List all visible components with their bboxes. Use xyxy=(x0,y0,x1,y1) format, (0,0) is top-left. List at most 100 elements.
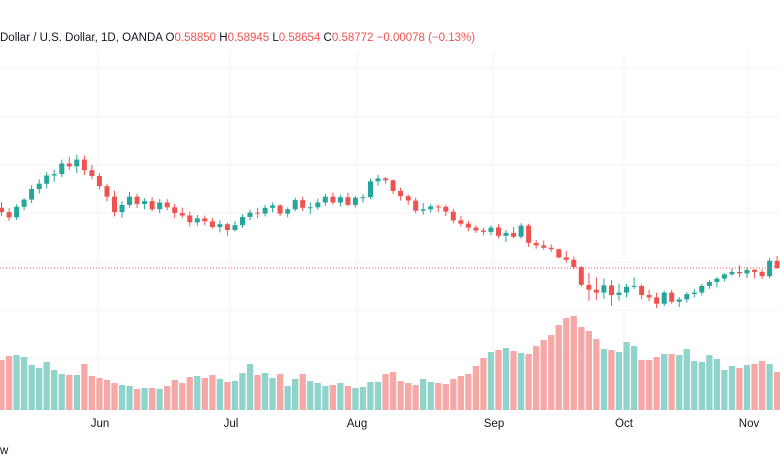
candle-body xyxy=(586,284,592,290)
x-tick-label: Oct xyxy=(615,418,634,430)
volume-bar xyxy=(43,362,50,410)
candle-body xyxy=(96,176,102,187)
x-tick-label: Jun xyxy=(91,418,110,430)
tradingview-watermark: w xyxy=(0,445,9,457)
candle-body xyxy=(224,224,230,230)
candle-body xyxy=(337,197,343,203)
volume-bar xyxy=(284,386,291,410)
volume-bar xyxy=(164,386,171,410)
candle-body xyxy=(518,225,524,237)
candle-body xyxy=(654,297,660,304)
candle-body xyxy=(172,207,178,214)
volume-bar xyxy=(630,346,638,410)
candle-body xyxy=(511,232,517,237)
candle-body xyxy=(300,200,306,208)
candle-body xyxy=(691,292,697,294)
change-value: −0.00078 (−0.13%) xyxy=(376,32,476,44)
volume-bar xyxy=(322,386,329,410)
candle-body xyxy=(631,285,637,287)
x-axis: Jun Jul Aug Sep Oct Nov xyxy=(91,418,760,430)
high-label: H xyxy=(219,32,228,44)
candle-body xyxy=(714,278,720,282)
candle-body xyxy=(556,249,562,258)
volume-bar xyxy=(5,356,13,410)
candle-body xyxy=(119,204,125,213)
candle-body xyxy=(270,205,276,208)
volume-bar xyxy=(118,385,126,410)
volume-bar xyxy=(277,374,284,410)
candle-body xyxy=(0,207,4,213)
volume-bar xyxy=(299,374,306,410)
candle-body xyxy=(315,202,321,208)
candle-body xyxy=(112,196,117,213)
candle-body xyxy=(262,207,268,214)
candle-body xyxy=(398,190,404,197)
volume-bar xyxy=(698,362,705,410)
volume-bar xyxy=(329,385,336,410)
candle-body xyxy=(721,274,727,279)
volume-bar xyxy=(555,325,562,410)
grid-lines xyxy=(0,52,780,410)
volume-bar xyxy=(239,373,246,410)
x-tick-label: Aug xyxy=(347,418,367,430)
candle-body xyxy=(624,286,629,293)
candle-body xyxy=(465,223,471,228)
symbol-title: Dollar / U.S. Dollar, 1D, OANDA xyxy=(0,32,163,44)
candle-body xyxy=(29,189,35,200)
x-tick-label: Jul xyxy=(224,418,239,430)
candle-body xyxy=(480,230,486,232)
candle-body xyxy=(496,227,501,236)
volume-bar xyxy=(13,355,20,410)
volume-bar xyxy=(427,382,434,410)
x-tick-label: Sep xyxy=(484,418,504,430)
volume-bar xyxy=(186,377,193,410)
volume-bar xyxy=(608,350,615,410)
volume-bar xyxy=(465,374,472,410)
candle-body xyxy=(435,206,441,208)
volume-bar xyxy=(457,376,464,410)
volume-bar xyxy=(525,354,532,410)
candle-body xyxy=(684,294,690,300)
candle-body xyxy=(646,295,652,298)
candle-body xyxy=(669,292,675,302)
candle-body xyxy=(59,163,65,175)
candle-body xyxy=(307,207,313,209)
candle-body xyxy=(36,183,42,189)
volume-bar xyxy=(517,353,525,410)
x-tick-label: Nov xyxy=(739,418,760,430)
volume-bar xyxy=(593,339,600,410)
volume-bar xyxy=(359,387,367,410)
candle-body xyxy=(352,197,358,205)
volume-bar xyxy=(676,355,683,410)
ohlc-legend: Dollar / U.S. Dollar, 1D, OANDA O0.58850… xyxy=(0,32,475,44)
candle-body xyxy=(194,218,200,223)
volume-bar xyxy=(480,358,487,410)
volume-bar xyxy=(721,370,728,410)
volume-bar xyxy=(171,380,178,410)
candle-body xyxy=(503,232,509,236)
volume-bar xyxy=(638,360,645,410)
open-value: 0.58850 xyxy=(174,32,217,44)
candle-body xyxy=(526,225,532,243)
low-value: 0.58654 xyxy=(278,32,321,44)
candle-body xyxy=(157,202,163,210)
volume-bar xyxy=(73,375,80,410)
volume-bar xyxy=(450,379,457,410)
candle-body xyxy=(375,178,381,182)
candle-body xyxy=(89,170,95,176)
volume-bar xyxy=(766,364,773,410)
candle-body xyxy=(737,271,742,274)
candle-body xyxy=(744,270,750,274)
volume-bar xyxy=(533,346,540,410)
candle-body xyxy=(752,270,757,272)
candlesticks xyxy=(0,154,780,308)
candle-body xyxy=(134,196,140,204)
volume-bar xyxy=(435,383,442,410)
candle-body xyxy=(209,221,215,228)
volume-bar xyxy=(683,349,690,410)
candle-body xyxy=(164,202,170,208)
volume-bar xyxy=(156,389,163,410)
volume-bar xyxy=(246,364,254,410)
